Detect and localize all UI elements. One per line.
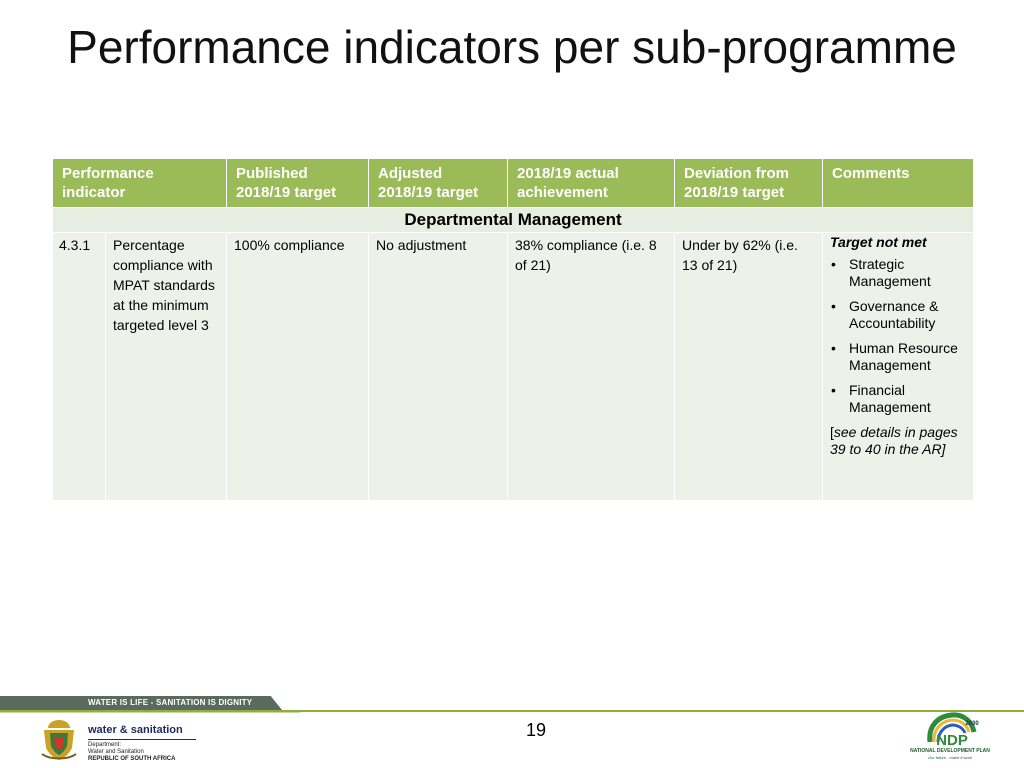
comment-item: Governance & Accountability <box>830 298 969 332</box>
ndp-emblem-icon: NDP 2030 <box>927 712 979 749</box>
logo-country: REPUBLIC OF SOUTH AFRICA <box>88 756 176 762</box>
comment-item: Financial Management <box>830 382 969 416</box>
footer-divider <box>0 710 1024 712</box>
ndp-mark: NDP <box>936 732 968 748</box>
header-published-target: Published 2018/19 target <box>226 158 369 208</box>
table-header-row: Performance indicator Published 2018/19 … <box>52 158 974 208</box>
comments-note-bracket: [ <box>830 424 834 440</box>
header-deviation: Deviation from 2018/19 target <box>674 158 823 208</box>
ndp-tagline: Our future - make it work <box>927 755 972 760</box>
header-actual-achievement: 2018/19 actual achievement <box>507 158 675 208</box>
section-label: Departmental Management <box>52 207 974 233</box>
ndp-label: NATIONAL DEVELOPMENT PLAN <box>910 748 990 754</box>
indicator-id: 4.3.1 <box>52 232 106 501</box>
logo-sub-line: Water and Sanitation <box>88 749 144 755</box>
comments-note: [see details in pages 39 to 40 in the AR… <box>830 424 969 458</box>
deviation-value: Under by 62% (i.e. 13 of 21) <box>674 232 823 501</box>
comments-note-text: see details in pages 39 to 40 in the AR] <box>830 424 958 457</box>
logo-main-text: water & sanitation <box>88 724 183 736</box>
footer-band-text: WATER IS LIFE - SANITATION IS DIGNITY <box>88 698 253 707</box>
ndp-logo: NDP 2030 NATIONAL DEVELOPMENT PLAN Our f… <box>908 712 992 764</box>
comments-cell: Target not met Strategic Management Gove… <box>822 232 974 501</box>
comment-item: Strategic Management <box>830 256 969 290</box>
published-target-value: 100% compliance <box>226 232 369 501</box>
comment-item: Human Resource Management <box>830 340 969 374</box>
comments-heading: Target not met <box>830 234 927 250</box>
performance-table: Performance indicator Published 2018/19 … <box>52 158 974 501</box>
logo-sub-line: Department: <box>88 742 122 748</box>
actual-achievement-value: 38% compliance (i.e. 8 of 21) <box>507 232 675 501</box>
logo-underline <box>88 739 196 740</box>
page-number: 19 <box>525 720 547 740</box>
department-logo: water & sanitation Department: Water and… <box>88 724 228 763</box>
adjusted-target-value: No adjustment <box>368 232 508 501</box>
table-row: 4.3.1 Percentage compliance with MPAT st… <box>52 232 974 501</box>
footer-divider-light <box>0 712 300 713</box>
header-adjusted-target: Adjusted 2018/19 target <box>368 158 508 208</box>
comments-list: Strategic Management Governance & Accoun… <box>830 256 969 416</box>
coat-of-arms-icon <box>41 720 77 760</box>
slide-title: Performance indicators per sub-programme <box>67 21 957 73</box>
ndp-year: 2030 <box>965 721 979 727</box>
header-performance-indicator: Performance indicator <box>52 158 227 208</box>
header-comments: Comments <box>822 158 974 208</box>
footer-band: WATER IS LIFE - SANITATION IS DIGNITY <box>0 696 282 710</box>
section-row: Departmental Management <box>52 207 974 233</box>
indicator-description: Percentage compliance with MPAT standard… <box>105 232 227 501</box>
